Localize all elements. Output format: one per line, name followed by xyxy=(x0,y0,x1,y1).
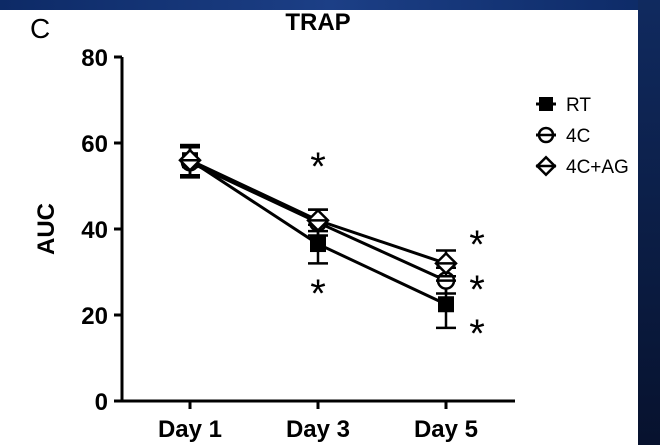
y-tick-label: 40 xyxy=(81,217,108,244)
significance-star: * xyxy=(310,145,326,189)
x-tick-label: Day 1 xyxy=(158,416,222,443)
significance-star: * xyxy=(469,268,485,312)
x-tick-label: Day 5 xyxy=(414,416,478,443)
background-band xyxy=(0,0,660,10)
legend-item: RT xyxy=(536,95,591,116)
series-4c-ag xyxy=(178,143,458,278)
y-tick-label: 20 xyxy=(81,303,108,330)
data-point xyxy=(306,208,330,233)
y-tick-label: 0 xyxy=(95,389,108,416)
legend-marker xyxy=(537,126,555,144)
legend-item: 4C+AG xyxy=(535,155,629,178)
data-point xyxy=(178,148,202,172)
y-tick-label: 60 xyxy=(81,131,108,158)
legend-label: 4C+AG xyxy=(566,157,629,178)
x-tick-label: Day 3 xyxy=(286,416,350,443)
legend-marker xyxy=(539,97,553,111)
plot-area xyxy=(178,143,458,330)
axes: 0 20 40 60 80 Day 1 Day 3 Day 5 AUC xyxy=(33,45,515,443)
legend-label: 4C xyxy=(566,126,590,147)
y-axis-title: AUC xyxy=(33,203,60,255)
data-point xyxy=(310,236,326,253)
legend-marker xyxy=(535,155,557,177)
background-edge xyxy=(638,0,660,445)
y-tick-label: 80 xyxy=(81,45,108,72)
legend-item: 4C xyxy=(536,126,590,147)
panel-letter: C xyxy=(30,13,50,44)
chart-title: TRAP xyxy=(285,9,350,36)
significance-annotations: ***** xyxy=(310,145,485,356)
legend-label: RT xyxy=(566,95,591,116)
significance-star: * xyxy=(310,272,326,316)
data-point xyxy=(438,296,454,313)
significance-star: * xyxy=(469,312,485,356)
legend: RT 4C 4C+AG xyxy=(535,95,629,178)
data-point xyxy=(434,251,458,276)
significance-star: * xyxy=(469,223,485,267)
